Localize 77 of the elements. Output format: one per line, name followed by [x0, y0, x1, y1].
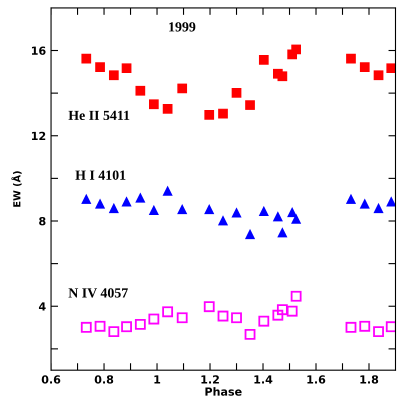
- point: [291, 214, 301, 224]
- point: [162, 186, 172, 196]
- point: [346, 322, 356, 333]
- x-tick-label: 1.2: [201, 375, 219, 384]
- point: [360, 198, 370, 209]
- point: [134, 318, 146, 330]
- point: [135, 192, 146, 203]
- point: [346, 54, 356, 64]
- series-label: He II 5411: [68, 110, 130, 120]
- point: [244, 328, 256, 340]
- point: [258, 55, 269, 65]
- series-label: H I 4101: [75, 170, 126, 180]
- x-axis-title: Phase: [205, 387, 242, 396]
- point: [291, 44, 301, 54]
- text: 1999: [169, 22, 196, 32]
- point: [286, 306, 298, 317]
- point: [218, 108, 228, 118]
- point: [81, 54, 92, 64]
- point: [276, 304, 288, 316]
- point: [374, 203, 384, 214]
- series-label: N IV 4057: [68, 288, 128, 298]
- point: [374, 70, 384, 80]
- point: [277, 71, 288, 82]
- point: [204, 301, 215, 312]
- point: [80, 322, 92, 333]
- point: [232, 208, 242, 218]
- point: [218, 310, 228, 322]
- point: [204, 204, 214, 214]
- point: [121, 321, 132, 332]
- x-tick-label: 1.6: [307, 375, 326, 384]
- point: [108, 70, 119, 80]
- point: [287, 207, 298, 218]
- point: [245, 229, 255, 240]
- point: [272, 212, 283, 222]
- point: [277, 228, 288, 238]
- point: [122, 63, 132, 74]
- point: [359, 320, 370, 332]
- point: [245, 100, 255, 110]
- y-tick-label: 12: [32, 132, 46, 140]
- point: [232, 88, 242, 98]
- x-tick-label: 1: [154, 375, 160, 384]
- point: [135, 86, 146, 96]
- point: [258, 316, 270, 327]
- point: [177, 204, 188, 214]
- y-tick-label: 4: [38, 302, 46, 310]
- point: [122, 196, 132, 206]
- x-tick-label: 1.8: [360, 375, 378, 384]
- point: [204, 110, 214, 120]
- point: [95, 198, 105, 209]
- x-tick-label: 0.8: [94, 375, 114, 384]
- point: [386, 63, 396, 74]
- x-tick-label: 1.4: [254, 375, 272, 384]
- point: [218, 216, 228, 226]
- point: [108, 326, 120, 338]
- point: [386, 196, 396, 206]
- point: [258, 206, 269, 216]
- point: [162, 104, 172, 114]
- point: [108, 203, 119, 214]
- point: [162, 306, 174, 318]
- point: [272, 310, 284, 321]
- point: [148, 99, 159, 110]
- point: [148, 205, 159, 215]
- y-tick-label: 8: [39, 216, 46, 226]
- point: [148, 314, 160, 324]
- point: [176, 312, 188, 324]
- point: [231, 312, 242, 324]
- y-axis-title: EW (Å): [11, 171, 22, 207]
- point: [373, 326, 384, 338]
- point: [346, 194, 356, 204]
- point: [177, 84, 188, 94]
- point: [290, 290, 302, 302]
- y-tick-label: 16: [32, 46, 46, 55]
- x-tick-label: 0.6: [42, 375, 60, 384]
- point: [360, 62, 370, 72]
- point: [94, 320, 106, 332]
- point: [95, 62, 105, 72]
- point: [81, 194, 92, 204]
